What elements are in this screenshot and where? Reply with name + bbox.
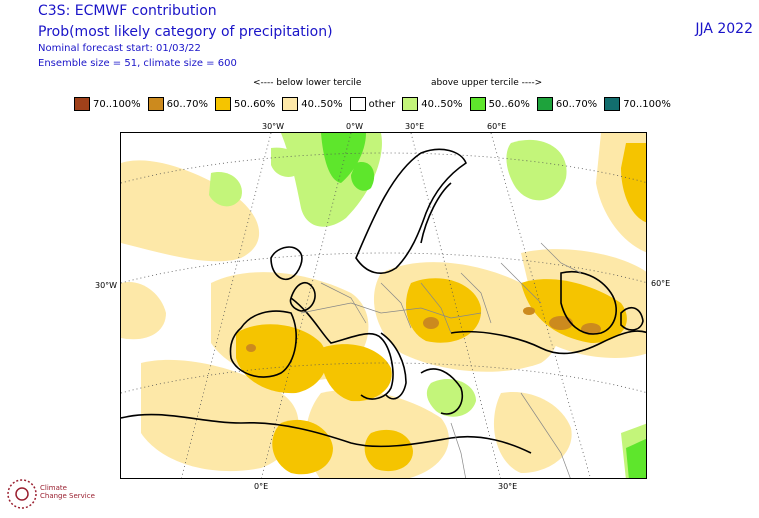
legend-item: 40..50% <box>282 97 343 111</box>
legend-label: 50..60% <box>488 98 530 110</box>
legend-label: 60..70% <box>166 98 208 110</box>
legend-label: other <box>368 98 396 110</box>
lon-label-top: 30°W <box>262 122 285 131</box>
legend-item: 50..60% <box>469 97 530 111</box>
legend-label: 50..60% <box>233 98 276 110</box>
borders <box>300 242 582 478</box>
forecast-map <box>120 132 647 479</box>
map-title: C3S: ECMWF contribution <box>38 3 217 19</box>
map-canvas <box>121 133 646 478</box>
legend-label: 40..50% <box>421 98 463 110</box>
legend-item: 50..60% <box>214 97 276 111</box>
legend-label: 40..50% <box>301 98 343 110</box>
legend-swatch <box>74 97 90 111</box>
legend-label: 70..100% <box>93 98 141 110</box>
lat-label-left: 30°W <box>95 281 118 290</box>
lon-label-top: 60°E <box>487 122 507 131</box>
lon-label-top: 0°W <box>346 122 363 131</box>
graticule <box>121 133 646 478</box>
map-subtitle: Prob(most likely category of precipitati… <box>38 24 333 40</box>
legend-label: 60..70% <box>555 98 598 110</box>
lat-label-right: 60°E <box>651 279 671 288</box>
shading-40-50-below <box>121 133 646 478</box>
above-tercile-label: above upper tercile ----> <box>431 78 543 88</box>
legend-item: 70..100% <box>604 97 671 111</box>
legend-swatch <box>402 97 419 111</box>
legend-item: 70..100% <box>74 97 141 111</box>
lon-label-top: 30°E <box>405 122 425 131</box>
shading-50-60-above <box>321 133 646 478</box>
below-tercile-label: <---- below lower tercile <box>253 78 362 88</box>
legend-swatch <box>469 97 486 111</box>
ensemble-size: Ensemble size = 51, climate size = 600 <box>38 58 237 69</box>
forecast-start: Nominal forecast start: 01/03/22 <box>38 43 201 54</box>
logo-line: Change Service <box>40 492 95 500</box>
legend-swatch <box>536 97 553 111</box>
coastlines <box>121 148 646 454</box>
shading-60-70-below <box>246 307 601 352</box>
copernicus-logo <box>7 479 37 509</box>
logo-line: Climate <box>40 484 67 492</box>
legend-swatch <box>349 97 366 111</box>
season-label: JJA 2022 <box>695 21 753 37</box>
legend-swatch <box>604 97 621 111</box>
legend: 70..100% 60..70% 50..60% 40..50% other 4… <box>74 97 678 111</box>
logo-text: Climate Change Service <box>40 484 95 500</box>
legend-label: 70..100% <box>623 98 671 110</box>
legend-swatch <box>147 97 164 111</box>
legend-item: other <box>349 97 396 111</box>
legend-item: 60..70% <box>536 97 598 111</box>
legend-swatch <box>214 97 231 111</box>
lon-label-bottom: 30°E <box>498 482 518 491</box>
legend-item: 60..70% <box>147 97 208 111</box>
lon-label-bottom: 0°E <box>254 482 269 491</box>
legend-item: 40..50% <box>402 97 463 111</box>
legend-swatch <box>282 97 299 111</box>
